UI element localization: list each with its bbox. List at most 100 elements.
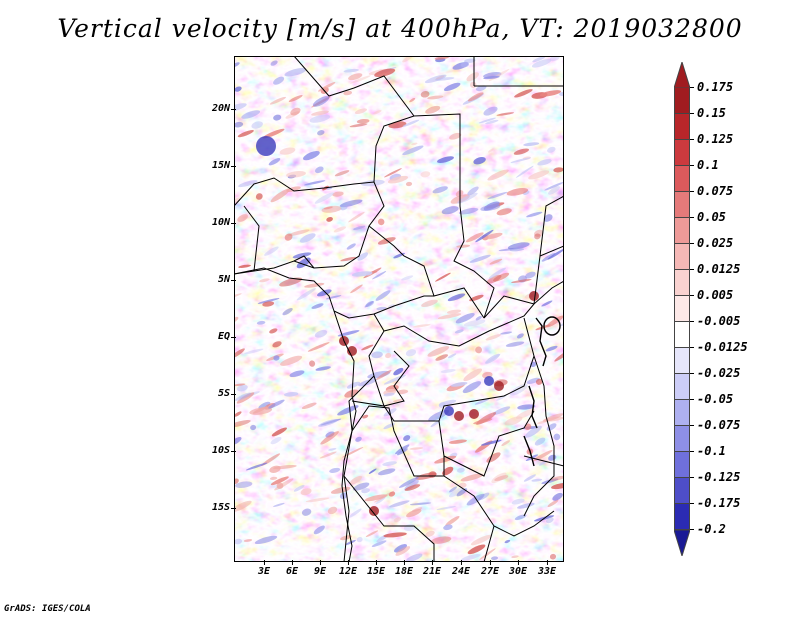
velocity-streak: [505, 341, 525, 347]
colorbar-segment: [674, 374, 690, 400]
velocity-streak: [262, 301, 275, 307]
velocity-streak: [348, 73, 363, 81]
velocity-streak: [466, 493, 485, 506]
colorbar-label: 0.075: [689, 184, 734, 198]
velocity-streak: [483, 106, 498, 116]
velocity-streak: [406, 553, 423, 562]
velocity-streak: [270, 436, 282, 445]
velocity-streak: [485, 334, 501, 341]
velocity-streak: [376, 369, 392, 380]
lat-label: 10S: [211, 445, 237, 456]
country-borders: [234, 56, 564, 562]
velocity-streak: [268, 399, 285, 409]
velocity-streak: [393, 367, 404, 376]
velocity-streak: [378, 468, 396, 476]
velocity-streak: [466, 72, 479, 82]
velocity-streak: [447, 353, 457, 359]
velocity-streak: [492, 406, 511, 415]
velocity-streak: [377, 237, 396, 245]
convective-cell: [494, 381, 504, 391]
lon-label: 9E: [313, 560, 327, 577]
velocity-streak: [343, 90, 353, 96]
velocity-streak: [235, 392, 252, 401]
velocity-streak: [360, 179, 385, 187]
velocity-streak: [337, 405, 359, 416]
velocity-streak: [373, 110, 382, 115]
velocity-streak: [488, 267, 506, 279]
velocity-streak: [511, 278, 532, 284]
velocity-streak: [237, 214, 248, 222]
velocity-streak: [500, 331, 513, 335]
velocity-streak: [318, 419, 339, 427]
velocity-streak: [432, 186, 448, 194]
velocity-streak: [243, 539, 253, 542]
velocity-streak: [437, 313, 462, 320]
lat-label: 10N: [211, 217, 237, 228]
velocity-streak: [270, 476, 289, 486]
velocity-streak: [514, 89, 533, 98]
colorbar-label: -0.075: [689, 418, 741, 432]
velocity-streak: [351, 271, 373, 277]
velocity-streak: [274, 478, 294, 491]
velocity-streak: [511, 555, 519, 559]
velocity-streak: [547, 499, 559, 508]
colorbar-segment: [674, 88, 690, 114]
convective-cell: [444, 406, 454, 416]
velocity-streak: [488, 148, 494, 153]
velocity-streak: [250, 424, 257, 431]
velocity-streak: [463, 368, 483, 382]
velocity-streak: [304, 282, 325, 288]
velocity-streak: [420, 171, 431, 178]
velocity-streak: [483, 232, 503, 240]
velocity-streak: [524, 425, 542, 438]
velocity-streak: [234, 86, 242, 92]
velocity-streak: [514, 514, 527, 521]
velocity-streak: [329, 467, 341, 473]
velocity-streak: [326, 216, 333, 222]
velocity-streak: [321, 205, 342, 213]
velocity-streak: [427, 95, 444, 100]
velocity-streak: [346, 243, 356, 250]
velocity-streak: [405, 181, 413, 187]
velocity-streak: [463, 319, 486, 327]
colorbar-label: 0.05: [690, 210, 726, 224]
velocity-streak: [272, 341, 282, 348]
colorbar-label: -0.025: [689, 366, 741, 380]
velocity-streak: [352, 482, 370, 491]
velocity-streak: [449, 132, 462, 140]
velocity-streak: [475, 346, 483, 354]
velocity-streak: [515, 165, 534, 178]
velocity-streak: [454, 329, 464, 334]
velocity-streak: [548, 186, 560, 195]
velocity-streak: [371, 540, 387, 548]
velocity-streak: [241, 110, 261, 119]
velocity-streak: [523, 142, 540, 147]
velocity-streak: [257, 297, 280, 304]
velocity-streak: [513, 148, 530, 155]
velocity-streak: [235, 481, 253, 488]
lon-label: 33E: [537, 560, 557, 577]
velocity-streak: [424, 74, 447, 84]
velocity-streak: [509, 248, 525, 252]
velocity-streak: [457, 467, 465, 473]
velocity-streak: [318, 82, 336, 92]
velocity-streak: [496, 208, 512, 216]
velocity-streak: [301, 508, 312, 516]
velocity-streak: [445, 515, 460, 527]
velocity-streak: [516, 333, 524, 339]
colorbar-label: 0.125: [689, 132, 734, 146]
velocity-streak: [276, 482, 284, 489]
velocity-streak: [425, 105, 441, 114]
lon-label: 24E: [451, 560, 471, 577]
lon-label: 18E: [394, 560, 414, 577]
velocity-streak: [531, 478, 543, 482]
velocity-streak: [506, 188, 529, 196]
velocity-streak: [448, 439, 467, 444]
velocity-streak: [395, 546, 411, 556]
colorbar-segment: [674, 244, 690, 270]
velocity-streak: [496, 112, 515, 116]
velocity-streak: [353, 225, 366, 230]
colorbar-label: 0.15: [690, 106, 726, 120]
velocity-streak: [491, 556, 498, 561]
velocity-streak: [273, 465, 297, 470]
